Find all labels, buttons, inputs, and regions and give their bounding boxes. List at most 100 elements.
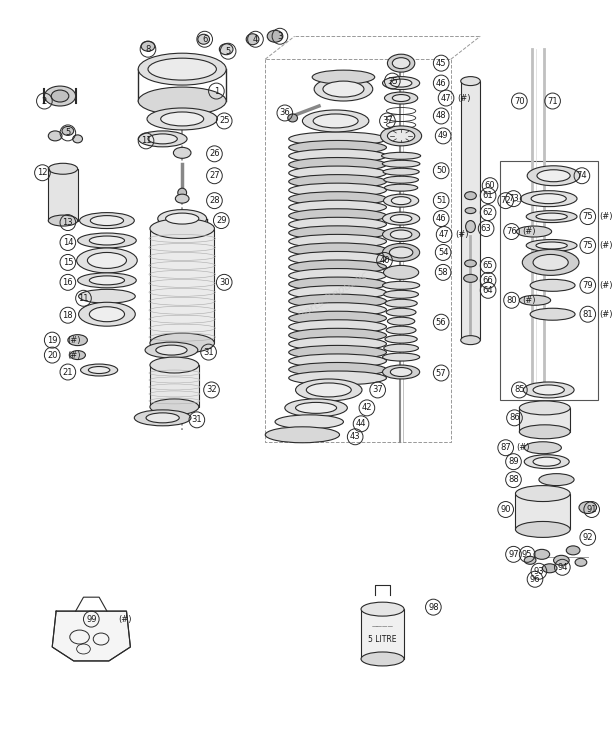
- Ellipse shape: [391, 230, 412, 239]
- Ellipse shape: [542, 564, 557, 573]
- Text: 6: 6: [202, 35, 207, 44]
- Ellipse shape: [89, 366, 110, 374]
- Text: (#): (#): [455, 230, 469, 239]
- Ellipse shape: [391, 197, 411, 205]
- Ellipse shape: [288, 192, 386, 205]
- Ellipse shape: [69, 350, 85, 359]
- Ellipse shape: [391, 79, 412, 87]
- Ellipse shape: [62, 126, 74, 135]
- Text: 18: 18: [63, 311, 73, 320]
- Ellipse shape: [296, 402, 336, 414]
- Text: 31: 31: [191, 415, 202, 424]
- Text: 35: 35: [387, 77, 398, 86]
- Ellipse shape: [519, 296, 550, 305]
- Text: 58: 58: [438, 268, 448, 277]
- Ellipse shape: [68, 335, 87, 346]
- Text: 30: 30: [219, 277, 229, 287]
- Ellipse shape: [381, 126, 422, 146]
- Text: 8: 8: [145, 44, 151, 53]
- Text: 2: 2: [42, 96, 47, 105]
- Ellipse shape: [383, 168, 419, 175]
- Ellipse shape: [536, 213, 567, 220]
- Ellipse shape: [288, 320, 386, 334]
- Text: 74: 74: [577, 171, 587, 180]
- Ellipse shape: [519, 401, 570, 415]
- Ellipse shape: [77, 273, 137, 288]
- Ellipse shape: [220, 44, 233, 55]
- Text: 5 LITRE: 5 LITRE: [368, 635, 397, 644]
- Text: 26: 26: [209, 150, 220, 159]
- Ellipse shape: [275, 415, 343, 429]
- Ellipse shape: [288, 183, 386, 197]
- Ellipse shape: [246, 34, 259, 44]
- Ellipse shape: [77, 233, 137, 248]
- Ellipse shape: [389, 247, 413, 258]
- Ellipse shape: [526, 239, 577, 251]
- Ellipse shape: [288, 329, 386, 342]
- Text: 49: 49: [438, 132, 448, 141]
- Text: Parts Republic: Parts Republic: [297, 270, 370, 321]
- Ellipse shape: [296, 379, 362, 401]
- Ellipse shape: [87, 253, 127, 268]
- Text: 89: 89: [508, 457, 519, 466]
- Text: 13: 13: [63, 218, 73, 227]
- Text: 50: 50: [436, 166, 446, 175]
- Text: (#): (#): [600, 212, 613, 221]
- Ellipse shape: [391, 214, 412, 223]
- Ellipse shape: [175, 194, 189, 203]
- Ellipse shape: [384, 184, 418, 191]
- Text: 87: 87: [501, 443, 511, 452]
- Text: (#): (#): [600, 241, 613, 250]
- Ellipse shape: [387, 54, 415, 72]
- Ellipse shape: [537, 170, 570, 182]
- Ellipse shape: [522, 250, 579, 275]
- Ellipse shape: [534, 550, 550, 559]
- Ellipse shape: [526, 211, 577, 223]
- Ellipse shape: [381, 153, 421, 159]
- Ellipse shape: [288, 268, 386, 283]
- Ellipse shape: [524, 556, 536, 564]
- Ellipse shape: [523, 382, 574, 398]
- Ellipse shape: [554, 555, 569, 566]
- Ellipse shape: [520, 191, 577, 207]
- Text: (#): (#): [600, 310, 613, 319]
- Ellipse shape: [89, 307, 124, 322]
- Text: 54: 54: [438, 248, 448, 257]
- Text: ————: ————: [371, 625, 394, 629]
- Text: (#): (#): [517, 443, 530, 452]
- Text: (#): (#): [457, 93, 470, 102]
- Text: 25: 25: [219, 117, 229, 126]
- Ellipse shape: [387, 317, 415, 325]
- Text: 91: 91: [587, 505, 597, 514]
- Ellipse shape: [536, 242, 567, 249]
- Ellipse shape: [44, 86, 76, 106]
- Ellipse shape: [288, 294, 386, 308]
- Ellipse shape: [288, 362, 386, 377]
- Ellipse shape: [79, 213, 134, 229]
- Ellipse shape: [361, 652, 404, 666]
- Ellipse shape: [533, 457, 560, 466]
- Text: 3: 3: [277, 32, 283, 41]
- Bar: [150, 365, 199, 407]
- Text: 86: 86: [509, 414, 520, 423]
- Polygon shape: [52, 611, 130, 661]
- Ellipse shape: [313, 114, 358, 128]
- Ellipse shape: [383, 212, 419, 225]
- Ellipse shape: [383, 77, 419, 89]
- Ellipse shape: [566, 546, 580, 555]
- Ellipse shape: [288, 371, 386, 385]
- Bar: [519, 408, 570, 432]
- Ellipse shape: [178, 188, 186, 197]
- Ellipse shape: [466, 220, 475, 232]
- Ellipse shape: [161, 112, 204, 126]
- Ellipse shape: [73, 135, 82, 143]
- Ellipse shape: [138, 53, 226, 85]
- Ellipse shape: [288, 260, 386, 274]
- Ellipse shape: [392, 58, 410, 68]
- Ellipse shape: [384, 194, 419, 207]
- Text: 37: 37: [372, 386, 383, 395]
- Ellipse shape: [288, 149, 386, 163]
- Text: 80: 80: [506, 296, 517, 305]
- Ellipse shape: [579, 502, 597, 514]
- Ellipse shape: [288, 226, 386, 240]
